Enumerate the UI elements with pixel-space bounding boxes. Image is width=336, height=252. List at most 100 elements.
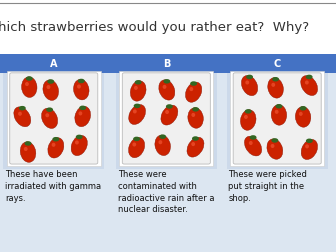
- Ellipse shape: [52, 143, 55, 147]
- Ellipse shape: [46, 107, 53, 112]
- Bar: [3, 73, 104, 169]
- Ellipse shape: [75, 106, 91, 127]
- Text: C: C: [274, 59, 281, 69]
- Bar: [230, 71, 324, 166]
- Bar: [119, 71, 213, 166]
- Bar: [0, 0, 336, 54]
- Text: B: B: [163, 59, 170, 69]
- Ellipse shape: [192, 136, 199, 141]
- Ellipse shape: [301, 76, 318, 96]
- FancyBboxPatch shape: [233, 73, 321, 164]
- Ellipse shape: [244, 115, 248, 119]
- Ellipse shape: [24, 147, 28, 151]
- Ellipse shape: [191, 142, 195, 146]
- Bar: [227, 73, 328, 169]
- Ellipse shape: [78, 79, 85, 83]
- Ellipse shape: [249, 141, 253, 145]
- Ellipse shape: [133, 109, 137, 113]
- Bar: [116, 73, 217, 169]
- Ellipse shape: [192, 113, 195, 117]
- Ellipse shape: [245, 80, 249, 84]
- Text: A: A: [50, 59, 57, 69]
- FancyBboxPatch shape: [10, 73, 98, 164]
- Ellipse shape: [245, 109, 252, 114]
- Ellipse shape: [74, 79, 89, 100]
- Ellipse shape: [305, 144, 309, 148]
- Text: These were
contaminated with
radioactive rain after a
nuclear disaster.: These were contaminated with radioactive…: [118, 170, 214, 214]
- Ellipse shape: [241, 110, 256, 130]
- Ellipse shape: [79, 111, 82, 115]
- Ellipse shape: [76, 135, 83, 139]
- Ellipse shape: [18, 112, 22, 116]
- Ellipse shape: [188, 108, 203, 128]
- Ellipse shape: [241, 76, 258, 96]
- Ellipse shape: [45, 113, 49, 117]
- Ellipse shape: [187, 137, 204, 157]
- Ellipse shape: [301, 139, 318, 160]
- Ellipse shape: [130, 81, 146, 101]
- Ellipse shape: [79, 106, 86, 110]
- Ellipse shape: [275, 110, 279, 114]
- Ellipse shape: [306, 139, 313, 143]
- Text: These have been
irradiated with gamma
rays.: These have been irradiated with gamma ra…: [5, 170, 101, 203]
- Ellipse shape: [185, 82, 202, 102]
- Ellipse shape: [163, 85, 166, 89]
- Ellipse shape: [133, 137, 140, 141]
- Ellipse shape: [250, 135, 256, 140]
- Ellipse shape: [245, 136, 262, 156]
- Ellipse shape: [25, 141, 32, 146]
- Ellipse shape: [192, 107, 199, 112]
- Ellipse shape: [155, 135, 170, 155]
- Ellipse shape: [135, 80, 142, 85]
- Ellipse shape: [271, 105, 287, 125]
- Ellipse shape: [159, 134, 166, 139]
- Ellipse shape: [271, 83, 275, 87]
- Ellipse shape: [165, 110, 169, 114]
- Text: These were picked
put straight in the
shop.: These were picked put straight in the sh…: [228, 170, 307, 203]
- Ellipse shape: [159, 80, 175, 100]
- Ellipse shape: [166, 104, 173, 109]
- Bar: [7, 71, 101, 166]
- Ellipse shape: [299, 112, 303, 116]
- Ellipse shape: [46, 85, 50, 89]
- Ellipse shape: [42, 108, 58, 129]
- Ellipse shape: [272, 77, 279, 81]
- Ellipse shape: [271, 138, 278, 143]
- Ellipse shape: [20, 142, 36, 162]
- Ellipse shape: [26, 76, 33, 81]
- Bar: [227, 73, 328, 169]
- FancyBboxPatch shape: [122, 73, 210, 164]
- Ellipse shape: [134, 86, 138, 90]
- Bar: [0, 54, 336, 73]
- Bar: [3, 73, 104, 169]
- Ellipse shape: [134, 104, 140, 108]
- Ellipse shape: [48, 138, 64, 158]
- Ellipse shape: [129, 137, 145, 158]
- Ellipse shape: [71, 135, 87, 156]
- Ellipse shape: [300, 106, 306, 111]
- Ellipse shape: [305, 80, 309, 84]
- Ellipse shape: [246, 75, 253, 79]
- Ellipse shape: [306, 75, 312, 79]
- Ellipse shape: [268, 78, 283, 98]
- Ellipse shape: [77, 84, 81, 89]
- Bar: [0, 73, 336, 252]
- Ellipse shape: [14, 107, 31, 127]
- Ellipse shape: [276, 104, 283, 109]
- Ellipse shape: [75, 140, 79, 144]
- Ellipse shape: [22, 77, 37, 98]
- Ellipse shape: [190, 87, 193, 91]
- Ellipse shape: [52, 137, 59, 141]
- Ellipse shape: [161, 105, 178, 125]
- Ellipse shape: [19, 106, 26, 110]
- Ellipse shape: [43, 80, 58, 100]
- Ellipse shape: [270, 144, 275, 148]
- Ellipse shape: [267, 139, 283, 159]
- Ellipse shape: [25, 82, 29, 86]
- Ellipse shape: [129, 105, 145, 124]
- Ellipse shape: [132, 142, 136, 147]
- Bar: [116, 73, 217, 169]
- Ellipse shape: [159, 140, 162, 144]
- Text: hich strawberries would you rather eat?  Why?: hich strawberries would you rather eat? …: [0, 21, 309, 34]
- Ellipse shape: [295, 107, 311, 127]
